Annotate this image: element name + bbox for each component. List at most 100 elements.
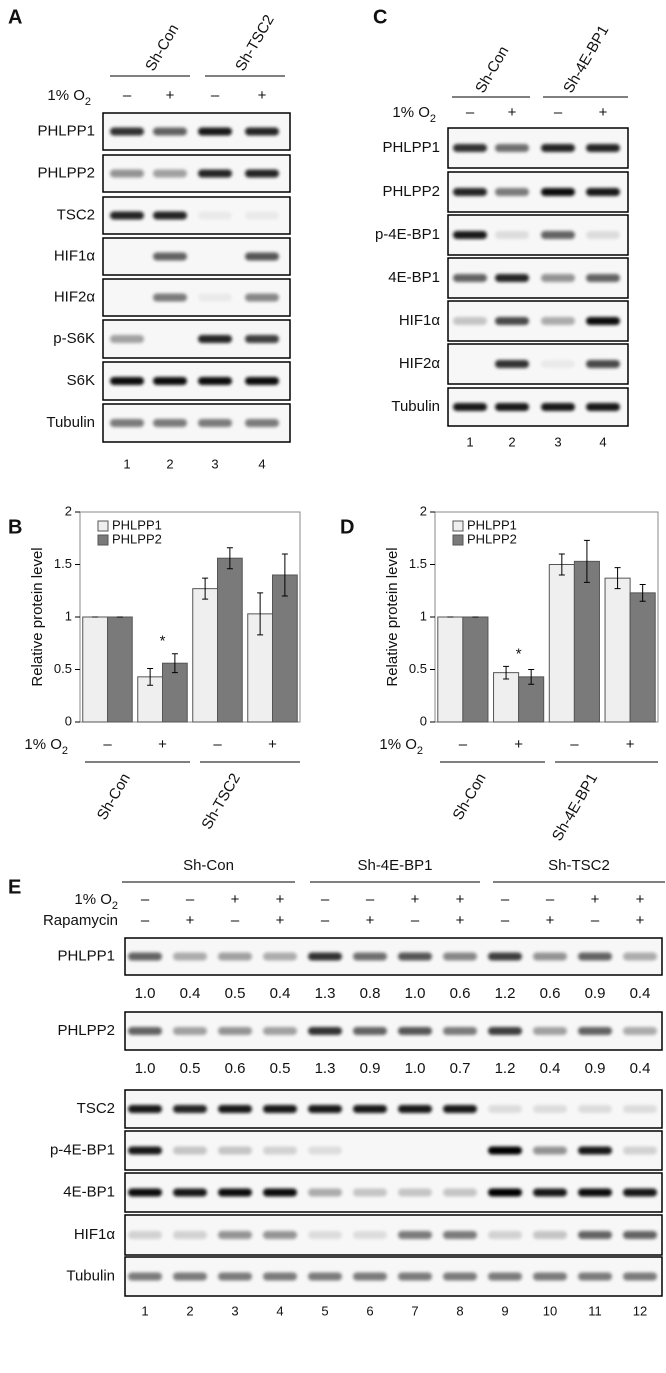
lane-number: 1: [123, 456, 130, 471]
y-tick-label: 0: [65, 713, 72, 728]
quantification: 1.0: [405, 985, 426, 1002]
lane-number: 3: [231, 1303, 238, 1318]
band: [533, 1272, 567, 1281]
band: [586, 231, 620, 239]
quantification: 0.4: [270, 985, 291, 1002]
bar: [272, 574, 298, 723]
y-tick-label: 2: [65, 503, 72, 518]
band: [353, 1188, 387, 1197]
condition-label: 1% O2: [74, 891, 118, 912]
band: [245, 211, 279, 220]
sign: +: [636, 912, 645, 929]
band: [153, 169, 187, 178]
condition-label-sub: 2: [430, 113, 436, 125]
band: [623, 1146, 657, 1155]
row-label: HIF2α: [54, 288, 96, 305]
legend-label: PHLPP2: [112, 531, 162, 546]
quantification: 1.0: [135, 1060, 156, 1077]
error-bar: [281, 553, 288, 597]
y-tick-label: 1.5: [54, 556, 72, 571]
quantification: 1.0: [405, 1060, 426, 1077]
band: [453, 403, 487, 411]
group-label: Sh-4E-BP1: [357, 857, 432, 874]
sign: +: [456, 912, 465, 929]
error-bar: [226, 547, 233, 570]
lane-number: 3: [554, 434, 561, 449]
x-tick-label: –: [570, 736, 579, 753]
band: [198, 293, 232, 302]
row-label: HIF1α: [74, 1226, 116, 1243]
band: [153, 377, 187, 385]
band: [586, 274, 620, 282]
band: [308, 1231, 342, 1239]
band: [488, 1105, 522, 1113]
quantification: 0.4: [180, 985, 201, 1002]
band: [128, 1231, 162, 1239]
error-bar: [147, 667, 154, 686]
band: [533, 1231, 567, 1239]
band: [245, 252, 279, 261]
sign: +: [508, 104, 517, 121]
legend-label: PHLPP2: [467, 531, 517, 546]
lane-number: 1: [466, 434, 473, 449]
quantification: 1.0: [135, 985, 156, 1002]
band: [623, 1105, 657, 1113]
quantification: 0.6: [225, 1060, 246, 1077]
lane-number: 6: [366, 1303, 373, 1318]
quantification: 0.4: [540, 1060, 561, 1077]
band: [353, 1272, 387, 1281]
band: [488, 1231, 522, 1239]
row-label: HIF1α: [54, 247, 96, 264]
band: [263, 1188, 297, 1197]
band: [153, 419, 187, 427]
row-label: PHLPP1: [382, 139, 440, 156]
x-tick-label: +: [268, 736, 277, 753]
band: [623, 1188, 657, 1197]
band: [153, 127, 187, 136]
group-label: Sh-Con: [94, 770, 134, 823]
band: [218, 1231, 252, 1239]
condition-label: 1% O2: [47, 87, 91, 108]
row-label: Tubulin: [66, 1267, 115, 1284]
band: [453, 144, 487, 152]
group-label: Sh-4E-BP1: [560, 22, 612, 95]
row-label: PHLPP2: [382, 183, 440, 200]
band: [398, 1272, 432, 1281]
band: [173, 1027, 207, 1035]
row-label: S6K: [67, 372, 95, 389]
lane-number: 8: [456, 1303, 463, 1318]
lane-number: 1: [141, 1303, 148, 1318]
band: [578, 1231, 612, 1239]
bar: [192, 588, 218, 723]
condition-label: Rapamycin: [43, 912, 118, 929]
sign: +: [411, 891, 420, 908]
quantification: 0.4: [630, 985, 651, 1002]
bar: [604, 577, 631, 723]
quantification: 0.7: [450, 1060, 471, 1077]
sign: –: [501, 891, 510, 908]
lane-number: 5: [321, 1303, 328, 1318]
band: [308, 1027, 342, 1035]
band: [541, 274, 575, 282]
sign: +: [276, 891, 285, 908]
sign: +: [166, 87, 175, 104]
lane-number: 7: [411, 1303, 418, 1318]
error-bar: [202, 577, 209, 600]
band: [263, 952, 297, 961]
x-tick-label: +: [158, 736, 167, 753]
band: [495, 403, 529, 411]
panel-letter: A: [8, 6, 22, 28]
quantification: 0.9: [360, 1060, 381, 1077]
lane-number: 12: [633, 1303, 647, 1318]
band: [586, 360, 620, 368]
band: [308, 1146, 342, 1155]
legend-swatch: [97, 534, 109, 546]
quantification: 0.6: [450, 985, 471, 1002]
sign: –: [501, 912, 510, 929]
band: [128, 1272, 162, 1281]
band: [623, 1027, 657, 1035]
y-tick-label: 0: [420, 713, 427, 728]
significance-mark: *: [160, 633, 166, 650]
row-label: p-S6K: [53, 330, 95, 347]
sign: –: [211, 87, 220, 104]
